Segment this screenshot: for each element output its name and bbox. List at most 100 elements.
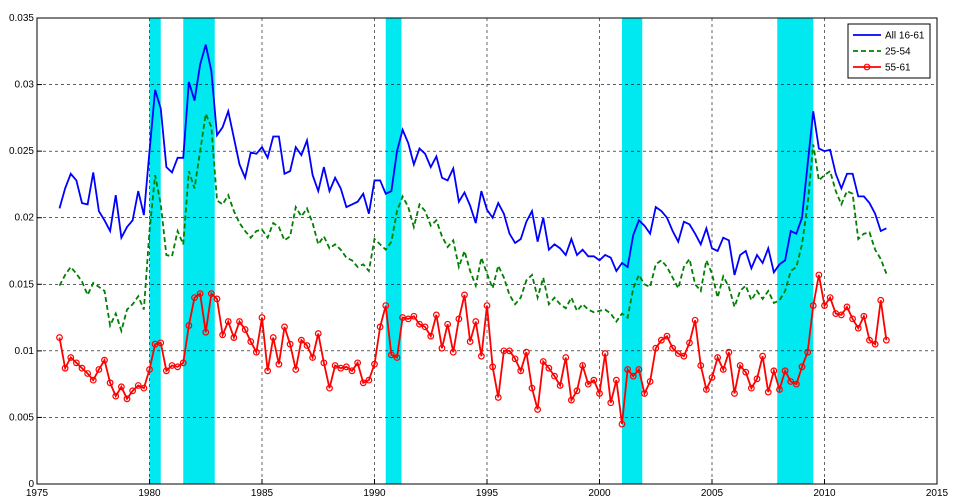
series-marker <box>652 344 660 352</box>
series-marker <box>781 367 789 375</box>
series-marker <box>213 295 221 303</box>
series-marker <box>247 338 255 345</box>
series-marker <box>635 366 643 373</box>
x-tick-label: 2015 <box>926 488 949 499</box>
series-marker <box>691 316 699 324</box>
series-marker <box>590 376 598 384</box>
series-marker <box>281 323 288 331</box>
series-marker <box>348 367 356 375</box>
series-marker <box>826 294 834 302</box>
recession-shade <box>622 18 643 484</box>
legend-marker <box>863 63 871 71</box>
y-tick-label: 0.035 <box>9 13 34 24</box>
series-marker <box>162 367 170 375</box>
series-marker <box>680 352 688 360</box>
series-marker <box>736 362 744 369</box>
series-marker <box>146 366 153 373</box>
x-tick-label: 1980 <box>138 488 161 499</box>
series-marker <box>129 387 137 395</box>
series-line <box>58 110 888 335</box>
y-tick-label: 0.025 <box>9 146 34 157</box>
series-marker <box>236 318 243 325</box>
series-marker <box>522 348 530 356</box>
legend-label: 55-61 <box>885 63 911 74</box>
series-marker <box>112 392 120 400</box>
series-marker <box>669 344 677 352</box>
y-tick-label: 0.03 <box>15 80 35 91</box>
series-marker <box>224 318 232 325</box>
series-marker <box>264 367 272 375</box>
x-tick-label: 1975 <box>26 488 49 499</box>
series-marker <box>618 420 626 428</box>
series-marker <box>191 294 198 302</box>
series-marker <box>410 312 418 320</box>
x-tick-label: 1990 <box>363 488 386 499</box>
series-marker <box>117 383 125 391</box>
series-marker <box>303 342 311 349</box>
series-marker <box>624 366 632 373</box>
recession-shade <box>149 18 161 484</box>
series-marker <box>382 302 390 309</box>
series-marker <box>483 302 491 309</box>
series-marker <box>517 367 525 375</box>
series-marker <box>387 351 395 359</box>
series-marker <box>393 354 401 361</box>
series-marker <box>444 320 452 328</box>
series-marker <box>596 390 603 397</box>
series-marker <box>472 318 480 325</box>
series-marker <box>157 339 165 347</box>
series-marker <box>528 384 536 392</box>
series-marker <box>427 332 435 340</box>
series-marker <box>579 362 587 369</box>
y-tick-label: 0 <box>28 479 34 490</box>
series-marker <box>84 370 92 377</box>
series-marker <box>275 360 283 368</box>
series-marker <box>674 350 682 357</box>
series-marker <box>286 340 294 348</box>
series-marker <box>804 348 812 356</box>
series-marker <box>539 358 547 365</box>
series-marker <box>708 374 716 381</box>
series-marker <box>416 320 423 328</box>
series-marker <box>365 376 373 384</box>
series-marker <box>61 364 69 372</box>
series-marker <box>641 390 648 397</box>
series-marker <box>140 384 148 392</box>
series-marker <box>798 363 806 371</box>
series-marker <box>776 386 783 393</box>
axes-box <box>36 17 938 485</box>
series-marker <box>809 302 817 309</box>
legend-label: 25-54 <box>885 47 911 58</box>
series-marker <box>815 271 823 279</box>
series-marker <box>72 359 80 367</box>
series-marker <box>309 354 317 361</box>
series-marker <box>269 334 277 341</box>
series-marker <box>89 376 97 384</box>
series-marker <box>95 366 103 373</box>
series-marker <box>106 379 114 387</box>
series-marker <box>584 380 592 388</box>
series-marker <box>78 364 86 372</box>
series-marker <box>854 324 862 332</box>
x-tick-label: 2010 <box>813 488 836 499</box>
series-marker <box>185 322 193 329</box>
series-marker <box>770 367 778 375</box>
series-marker <box>371 360 378 368</box>
series-marker <box>702 386 710 393</box>
series-marker <box>342 363 350 371</box>
series-marker <box>731 390 738 397</box>
series-marker <box>573 387 581 395</box>
series-marker <box>320 359 328 367</box>
y-tick-label: 0.015 <box>9 279 34 290</box>
series-marker <box>877 296 885 304</box>
x-tick-label: 1995 <box>476 488 499 499</box>
series-marker <box>719 366 727 373</box>
series-marker <box>601 350 609 357</box>
series-marker <box>449 348 457 356</box>
series-marker <box>551 372 558 380</box>
series-marker <box>747 384 755 392</box>
series-marker <box>56 334 63 341</box>
series-marker <box>697 362 705 369</box>
series-marker <box>123 395 131 403</box>
series-marker <box>241 326 249 333</box>
